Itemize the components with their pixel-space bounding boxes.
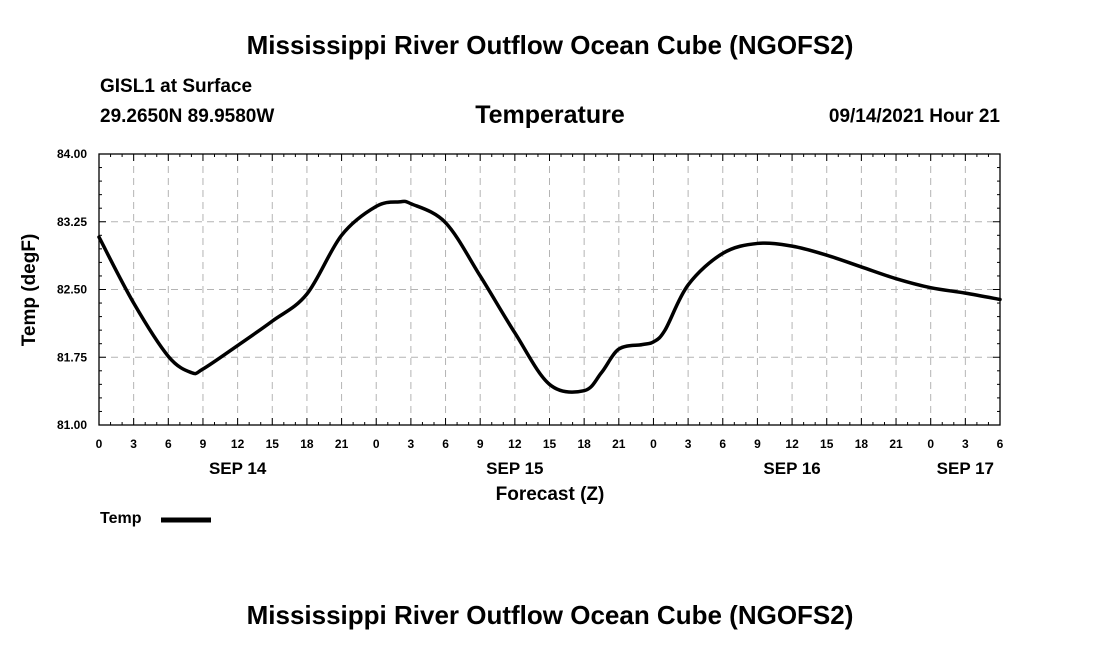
x-tick-label: 15	[820, 437, 834, 451]
x-tick-label: 12	[508, 437, 522, 451]
x-tick-label: 0	[96, 437, 103, 451]
x-axis-title: Forecast (Z)	[496, 484, 605, 505]
x-tick-label: 0	[650, 437, 657, 451]
x-tick-label: 3	[685, 437, 692, 451]
x-tick-label: 3	[408, 437, 415, 451]
y-axis-title: Temp (degF)	[19, 234, 40, 347]
y-tick-label: 82.50	[57, 283, 87, 297]
x-tick-label: 18	[300, 437, 314, 451]
x-tick-label: 21	[612, 437, 626, 451]
x-tick-label: 21	[889, 437, 903, 451]
chart-main-title: Mississippi River Outflow Ocean Cube (NG…	[246, 30, 854, 60]
station-coordinates: 29.2650N 89.9580W	[100, 106, 275, 127]
day-label: SEP 17	[937, 459, 994, 478]
axis-ticks	[98, 153, 1001, 426]
x-tick-label: 6	[165, 437, 172, 451]
y-tick-label: 84.00	[57, 147, 87, 161]
x-tick-label: 12	[231, 437, 245, 451]
x-tick-label: 15	[266, 437, 280, 451]
x-tick-label: 21	[335, 437, 349, 451]
forecast-datetime: 09/14/2021 Hour 21	[828, 106, 1000, 127]
y-tick-label: 81.75	[57, 350, 87, 364]
x-tick-label: 9	[477, 437, 484, 451]
day-label: SEP 15	[486, 459, 543, 478]
x-tick-label: 9	[754, 437, 761, 451]
day-labels: SEP 14 SEP 15 SEP 16 SEP 17	[209, 459, 994, 478]
x-tick-label: 0	[373, 437, 380, 451]
x-tick-label: 12	[785, 437, 799, 451]
chart-title: Temperature	[475, 101, 625, 129]
station-name: GISL1 at Surface	[100, 76, 253, 97]
x-tick-label: 15	[543, 437, 557, 451]
x-tick-labels: 0 3 6 9 12 15 18 21 0 3 6 9 12 15 18 21 0 3 6 9 12 15 18 21 0 3 6	[96, 437, 1004, 451]
legend-label: Temp	[100, 510, 142, 527]
x-tick-label: 18	[855, 437, 869, 451]
x-tick-label: 0	[927, 437, 934, 451]
x-tick-label: 18	[577, 437, 591, 451]
x-tick-label: 9	[200, 437, 207, 451]
series-line-temp	[97, 199, 1002, 394]
y-tick-labels: 81.00 81.75 82.50 83.25 84.00	[57, 147, 87, 432]
x-tick-label: 6	[997, 437, 1004, 451]
y-tick-label: 81.00	[57, 418, 87, 432]
x-tick-label: 6	[442, 437, 449, 451]
day-label: SEP 16	[763, 459, 820, 478]
grid-lines	[99, 154, 1000, 425]
day-label: SEP 14	[209, 459, 267, 478]
y-tick-label: 83.25	[57, 215, 87, 229]
x-tick-label: 3	[962, 437, 969, 451]
x-tick-label: 6	[719, 437, 726, 451]
x-tick-label: 3	[130, 437, 137, 451]
footer-title: Mississippi River Outflow Ocean Cube (NG…	[246, 600, 854, 630]
